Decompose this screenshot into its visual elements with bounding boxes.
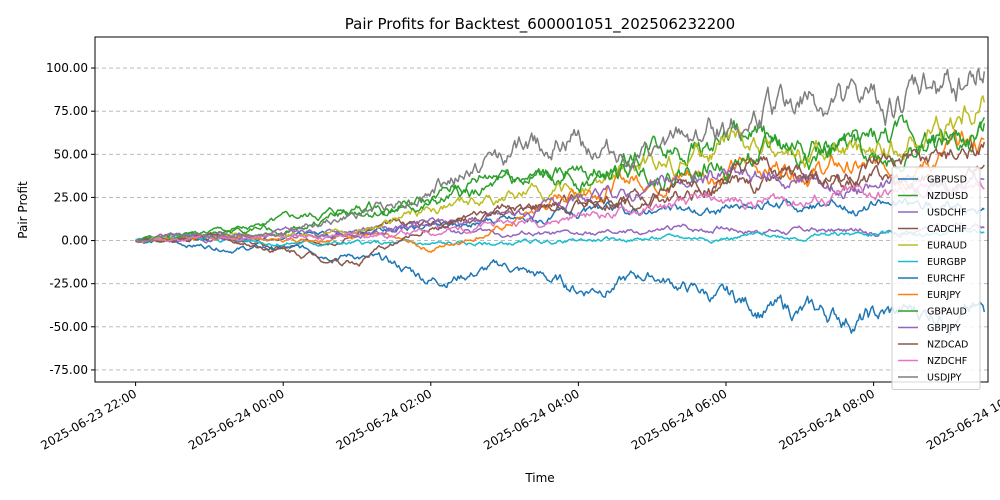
series-layer	[135, 67, 986, 336]
y-tick-label: 0.00	[61, 234, 88, 248]
series-line-cadchf	[135, 164, 985, 251]
legend-label: GBPJPY	[927, 323, 961, 334]
series-line-nzdcad	[135, 141, 986, 267]
plot-frame	[94, 36, 989, 383]
legend-label: EURJPY	[927, 290, 961, 301]
series-line-usdjpy	[135, 67, 986, 243]
y-tick-label: 100.00	[46, 61, 88, 75]
legend-label: EURCHF	[927, 274, 965, 285]
y-tick-label: 50.00	[54, 147, 88, 161]
legend-label: USDJPY	[927, 373, 962, 384]
legend-label: USDCHF	[927, 208, 967, 219]
series-line-gbpusd	[135, 197, 985, 243]
legend-label: CADCHF	[927, 224, 967, 235]
legend-label: EURAUD	[927, 241, 967, 252]
y-axis: -75.00 -50.00 -25.00 0.00 25.00 50.00 75.00 100…	[46, 61, 95, 377]
x-axis-label: Time	[524, 471, 554, 485]
series-line-gbpaud	[135, 121, 986, 243]
legend-label: NZDUSD	[927, 191, 968, 202]
chart-title: Pair Profits for Backtest_600001051_2025…	[345, 15, 735, 34]
series-line-eurgbp	[135, 228, 985, 247]
series-line-gbpjpy	[135, 166, 985, 242]
series-line-eurjpy	[135, 128, 985, 253]
legend-box	[891, 166, 981, 390]
y-axis-label: Pair Profit	[16, 181, 30, 239]
legend-label: EURGBP	[927, 257, 966, 268]
legend: GBPUSD NZDUSD USDCHF CADCHF EURAUD EURGBP EURC…	[891, 166, 981, 390]
y-tick-label: 25.00	[54, 190, 88, 204]
legend-label: NZDCAD	[927, 340, 968, 351]
legend-label: GBPUSD	[927, 175, 967, 186]
y-tick-label: 75.00	[54, 104, 88, 118]
y-tick-label: -75.00	[49, 363, 88, 377]
y-tick-label: -25.00	[49, 277, 88, 291]
y-tick-label: -50.00	[49, 320, 88, 334]
legend-label: GBPAUD	[927, 307, 967, 318]
legend-label: NZDCHF	[927, 356, 967, 367]
